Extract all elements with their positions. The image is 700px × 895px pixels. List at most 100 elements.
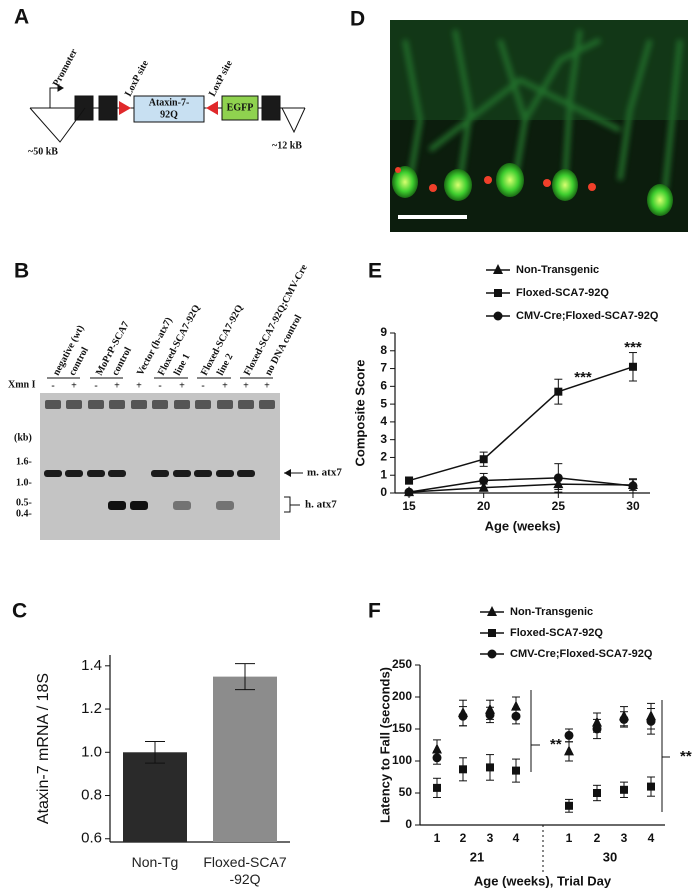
y-tick-label: 0 — [380, 485, 387, 499]
gel-band — [87, 470, 105, 477]
marker — [553, 473, 563, 483]
gel-well — [152, 400, 168, 409]
gene-label: 92Q — [160, 109, 178, 120]
gel-well — [174, 400, 190, 409]
size-label: ~12 kB — [272, 140, 302, 151]
gel-band — [173, 470, 191, 477]
x-tick-label: 4 — [648, 831, 655, 845]
x-tick-label: Floxed-SCA7 -92Q — [203, 854, 287, 887]
marker — [487, 606, 497, 616]
marker — [619, 714, 629, 724]
nuclear-inclusions — [395, 167, 596, 192]
x-tick-label: 3 — [487, 831, 494, 845]
x-tick-label: Non-Tg — [131, 854, 179, 870]
lane-sign: + — [222, 380, 228, 391]
marker — [592, 724, 602, 734]
marker — [485, 710, 495, 720]
loxp-label: LoxP site — [207, 58, 235, 98]
loxp-label: LoxP site — [123, 58, 151, 98]
x-tick-label: 30 — [626, 499, 640, 513]
marker — [459, 765, 467, 774]
series-line — [408, 483, 633, 493]
gene-box — [133, 95, 205, 123]
gel-well — [238, 400, 254, 409]
marker — [493, 311, 503, 321]
micrograph-background — [390, 20, 688, 232]
homology-arm — [281, 107, 306, 134]
molecular-layer — [390, 20, 688, 120]
series-line — [408, 366, 634, 482]
gel-band — [216, 470, 234, 477]
bar — [213, 676, 277, 842]
marker — [493, 264, 503, 274]
gel-well — [217, 400, 233, 409]
marker — [494, 289, 502, 297]
x-tick-label: 3 — [621, 831, 628, 845]
annotation: ** — [550, 736, 562, 753]
y-tick-label: 2 — [380, 450, 387, 464]
y-tick-label: 7 — [380, 361, 387, 375]
purkinje-cells — [392, 163, 673, 216]
legend-label: Non-Transgenic — [510, 606, 593, 618]
gel-band — [108, 470, 126, 477]
marker — [479, 455, 488, 464]
y-tick-label: 6 — [380, 379, 387, 393]
marker — [487, 649, 497, 659]
y-tick-label: 50 — [399, 785, 413, 799]
y-axis-label: Ataxin-7 mRNA / 18S — [35, 673, 52, 824]
x-tick-label: 1 — [566, 831, 573, 845]
marker — [486, 763, 494, 772]
size-marker: 0.5- — [16, 497, 32, 508]
gel-band — [65, 470, 83, 477]
y-tick-label: 1.2 — [81, 700, 102, 717]
gel-band — [194, 470, 212, 477]
lane-sign: + — [243, 380, 249, 391]
panel-label: D — [350, 8, 365, 31]
x-tick-label: 15 — [402, 499, 416, 513]
bar — [123, 752, 187, 842]
y-tick-label: 8 — [380, 343, 387, 357]
marker — [512, 766, 520, 775]
marker — [405, 476, 414, 485]
legend-label: CMV-Cre;Floxed-SCA7-92Q — [510, 648, 653, 660]
x-axis-label: Age (weeks) — [485, 518, 561, 533]
band-label: m. atx7 — [307, 467, 342, 479]
lane-sign: + — [264, 380, 270, 391]
y-tick-label: 4 — [380, 414, 387, 428]
y-tick-label: 0 — [405, 817, 412, 831]
gel-band — [130, 501, 148, 510]
marker — [554, 387, 563, 396]
gel-band — [44, 470, 62, 477]
marker — [565, 801, 573, 810]
exon — [74, 95, 94, 121]
gel — [40, 393, 280, 540]
y-tick-label: 3 — [380, 432, 387, 446]
y-tick-label: 100 — [392, 753, 412, 767]
loxp-site — [119, 101, 131, 115]
reporter-box — [221, 95, 259, 121]
annotation: *** — [574, 369, 592, 386]
marker — [593, 789, 601, 797]
reporter-label: EGFP — [227, 102, 254, 113]
enzyme-label: Xmn I — [8, 379, 36, 390]
panel-label: B — [14, 260, 29, 283]
y-tick-label: 1.4 — [81, 657, 102, 674]
gel-band — [216, 501, 234, 510]
y-axis-label: Composite Score — [352, 360, 367, 467]
y-tick-label: 200 — [392, 689, 412, 703]
y-tick-label: 9 — [380, 325, 387, 339]
size-unit: (kb) — [14, 432, 32, 443]
dendrites — [402, 29, 683, 191]
panel-label: A — [14, 6, 29, 29]
lane-sign: + — [71, 380, 77, 391]
marker — [458, 711, 468, 721]
lane-sign: - — [158, 380, 161, 391]
marker — [432, 753, 442, 763]
homology-arm — [29, 107, 86, 143]
marker — [404, 487, 414, 497]
y-tick-label: 5 — [380, 396, 387, 410]
panel-label: C — [12, 600, 27, 623]
gel-well — [109, 400, 125, 409]
y-axis-label: Latency to Fall (seconds) — [377, 667, 392, 823]
